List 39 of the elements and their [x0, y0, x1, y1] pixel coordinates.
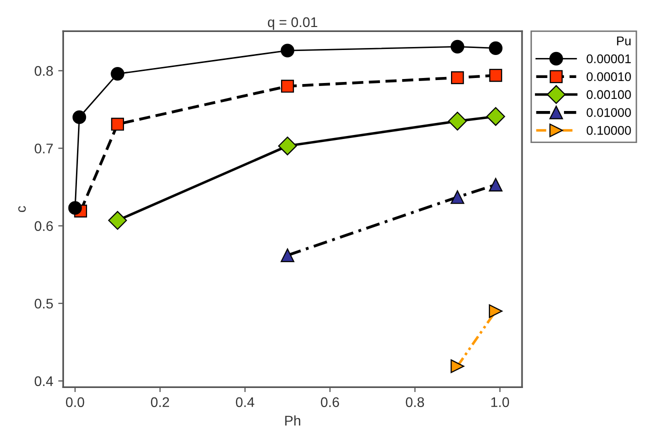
- point: [450, 40, 464, 54]
- point: [280, 248, 294, 262]
- point: [72, 110, 86, 124]
- legend-label: 0.00001: [586, 54, 631, 64]
- y-axis-title: c: [18, 206, 26, 212]
- chart-title: q = 0.01: [268, 17, 318, 30]
- x-tick-label: 0.8: [406, 397, 424, 408]
- point: [68, 201, 82, 215]
- point: [488, 178, 502, 192]
- legend-label: 0.00100: [586, 90, 631, 100]
- point: [450, 190, 464, 204]
- legend-label: 0.01000: [586, 108, 631, 117]
- point: [488, 41, 502, 56]
- legend-label: 0.10000: [586, 126, 631, 135]
- point: [280, 44, 294, 58]
- x-tick-label: 0.4: [236, 397, 254, 408]
- x-tick-label: 0.6: [320, 397, 340, 408]
- point: [450, 71, 464, 84]
- y-tick-label: 0.5: [34, 298, 53, 309]
- point: [486, 107, 506, 126]
- point: [489, 68, 502, 82]
- x-axis-title: Ph: [285, 415, 300, 426]
- x-tick-label: 1.0: [491, 397, 510, 408]
- y-tick-label: 0.8: [34, 66, 53, 76]
- point: [110, 67, 124, 81]
- y-tick-label: 0.6: [34, 221, 53, 231]
- point: [488, 304, 502, 318]
- x-tick-label: 0.2: [150, 397, 169, 408]
- point: [281, 80, 294, 93]
- legend-title: Pu: [617, 36, 631, 46]
- point: [278, 136, 297, 156]
- point: [108, 211, 127, 230]
- point: [448, 112, 467, 131]
- x-tick-label: 0.0: [66, 397, 84, 408]
- point: [111, 118, 124, 131]
- y-tick-label: 0.4: [34, 376, 54, 386]
- point: [450, 359, 464, 374]
- legend-label: 0.00010: [586, 72, 631, 82]
- y-tick-label: 0.7: [34, 144, 53, 154]
